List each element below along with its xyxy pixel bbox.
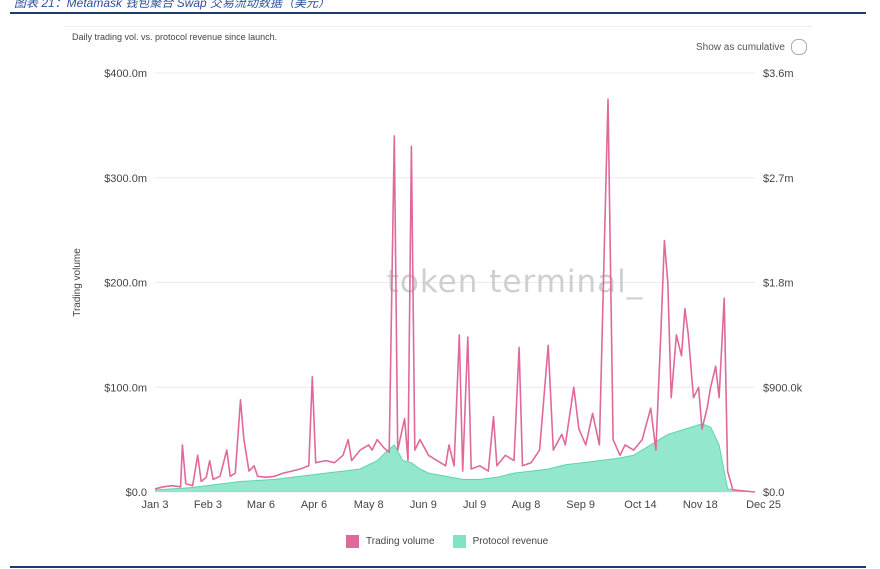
x-tick-label: Nov 18: [683, 499, 718, 511]
watermark: token terminal_: [387, 264, 644, 300]
right-tick-label: $0.0: [763, 487, 784, 499]
cumulative-toggle-label: Show as cumulative: [696, 41, 785, 53]
chart-panel: [64, 26, 812, 559]
legend-swatch-trading-volume: [346, 535, 359, 548]
top-rule: [10, 12, 866, 14]
x-tick-label: Feb 3: [194, 499, 222, 511]
legend-label-trading-volume: Trading volume: [366, 536, 435, 547]
x-tick-label: Sep 9: [566, 499, 595, 511]
left-tick-label: $300.0m: [104, 173, 147, 185]
x-tick-label: Jul 9: [463, 499, 486, 511]
trading-volume-line: [154, 98, 756, 493]
x-tick-label: Jan 3: [142, 499, 169, 511]
protocol-revenue-area: [155, 423, 755, 492]
legend-label-protocol-revenue: Protocol revenue: [472, 536, 549, 547]
x-tick-label: Apr 6: [301, 499, 327, 511]
x-tick-label: Dec 25: [746, 499, 781, 511]
left-tick-label: $200.0m: [104, 278, 147, 290]
bottom-rule: [10, 566, 866, 568]
right-tick-label: $3.6m: [763, 68, 794, 80]
x-tick-label: Jun 9: [410, 499, 437, 511]
page-header: 图表 21：Metamask 钱包聚合 Swap 交易流动数据（美元）: [14, 0, 331, 10]
cumulative-toggle[interactable]: Show as cumulative: [696, 39, 807, 55]
right-tick-label: $1.8m: [763, 278, 794, 290]
x-tick-label: Oct 14: [624, 499, 656, 511]
legend-swatch-protocol-revenue: [452, 535, 466, 548]
chart-title: Daily trading vol. vs. protocol revenue …: [72, 32, 278, 42]
toggle-switch-icon[interactable]: [790, 39, 807, 55]
legend: Trading volume Protocol revenue: [346, 535, 548, 548]
legend-item-protocol-revenue[interactable]: Protocol revenue: [452, 535, 549, 548]
y-axis-label: Trading volume: [72, 248, 83, 317]
left-tick-label: $100.0m: [104, 382, 147, 394]
left-tick-label: $0.0: [126, 487, 147, 499]
x-tick-label: Mar 6: [247, 499, 275, 511]
x-tick-label: Aug 8: [512, 499, 541, 511]
right-tick-label: $900.0k: [763, 382, 803, 394]
legend-item-trading-volume[interactable]: Trading volume: [346, 535, 435, 548]
x-tick-label: May 8: [354, 499, 384, 511]
left-tick-label: $400.0m: [104, 68, 147, 80]
protocol-revenue-line: [154, 423, 756, 493]
right-tick-label: $2.7m: [763, 173, 794, 185]
